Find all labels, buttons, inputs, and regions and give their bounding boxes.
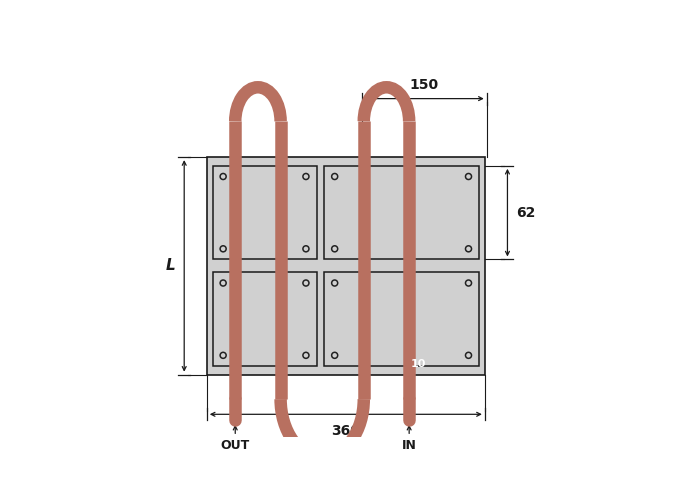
Text: 62: 62 (516, 206, 535, 219)
Bar (324, 273, 479, 366)
Text: 360: 360 (331, 424, 360, 438)
Bar (207, 157, 485, 375)
Bar (213, 273, 317, 366)
Text: IN: IN (402, 439, 417, 452)
Text: L: L (166, 258, 176, 273)
Text: 150: 150 (410, 78, 439, 92)
Text: OUT: OUT (221, 439, 250, 452)
Bar (324, 166, 479, 259)
Bar (213, 166, 317, 259)
Text: 10: 10 (411, 359, 426, 369)
